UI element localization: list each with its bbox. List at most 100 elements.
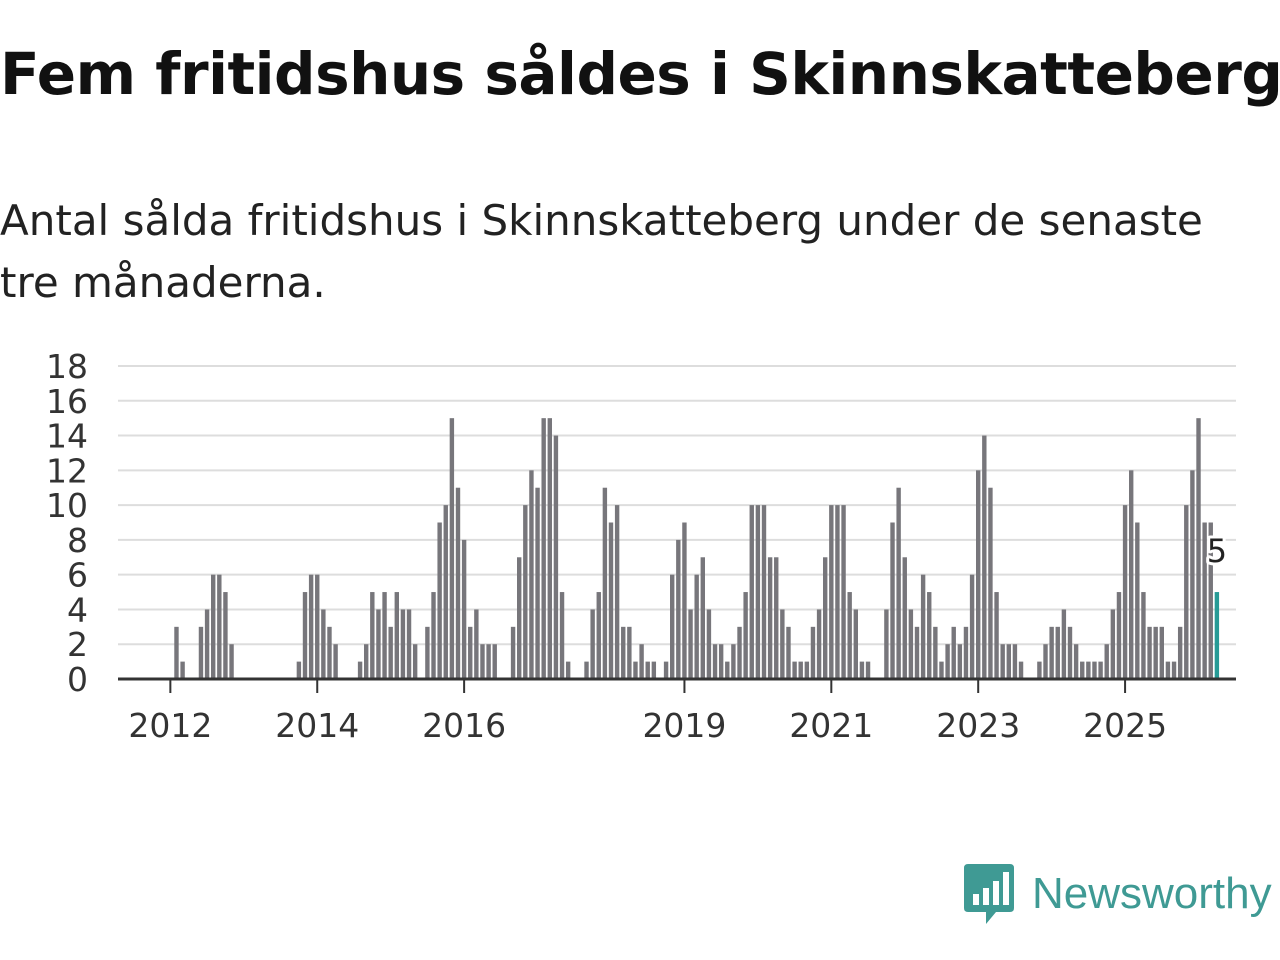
bar (1190, 470, 1195, 679)
bar (786, 626, 791, 679)
bar (198, 626, 204, 679)
bar (364, 644, 369, 679)
bar (1018, 661, 1024, 679)
bar (614, 505, 620, 679)
bar (914, 626, 920, 679)
bar (217, 574, 222, 679)
bar (1122, 505, 1128, 679)
highlighted-bar (1214, 592, 1220, 679)
y-tick-label: 12 (46, 451, 88, 490)
bar (896, 487, 901, 679)
bar (755, 505, 761, 679)
bar (890, 522, 895, 679)
bar (676, 539, 681, 679)
x-tick-label: 2023 (936, 706, 1020, 745)
bar (174, 626, 179, 679)
bar (223, 592, 228, 679)
bar (370, 592, 375, 679)
bar (1080, 661, 1085, 679)
bar (792, 661, 797, 679)
bar (994, 592, 999, 679)
bar (712, 644, 718, 679)
bar (388, 626, 393, 679)
bar (927, 592, 932, 679)
bar (517, 557, 522, 679)
bar (308, 574, 314, 679)
bar (480, 644, 485, 679)
bar (1129, 470, 1134, 679)
bar (492, 644, 497, 679)
bar (1061, 609, 1067, 679)
bar (688, 609, 693, 679)
brand-name: Newsworthy (1032, 869, 1272, 918)
bar (853, 609, 858, 679)
bar (400, 609, 406, 679)
bar (1104, 644, 1109, 679)
bar (1165, 661, 1171, 679)
bar (590, 609, 595, 679)
bar (296, 661, 302, 679)
bar (1055, 626, 1060, 679)
bar (749, 505, 754, 679)
bar (1202, 522, 1207, 679)
bar (1012, 644, 1018, 679)
bar (376, 609, 381, 679)
bar (645, 661, 650, 679)
x-tick-label: 2016 (422, 706, 506, 745)
bar (804, 661, 810, 679)
bar (976, 470, 981, 679)
bar (1141, 592, 1146, 679)
bar (602, 487, 608, 679)
bar (1006, 644, 1011, 679)
bar (767, 557, 773, 679)
bar (743, 592, 748, 679)
bar (663, 661, 669, 679)
bar (823, 557, 828, 679)
bar (486, 644, 491, 679)
bar (670, 574, 675, 679)
bar (700, 557, 705, 679)
bar (1147, 626, 1152, 679)
y-tick-label: 14 (46, 417, 88, 456)
bar (780, 609, 785, 679)
x-tick-label: 2021 (789, 706, 873, 745)
bar (651, 661, 657, 679)
bar (761, 505, 767, 679)
bar (1073, 644, 1079, 679)
bar (706, 609, 712, 679)
x-tick-label: 2014 (275, 706, 359, 745)
bar (951, 626, 956, 679)
bar (1037, 661, 1042, 679)
bar (841, 505, 846, 679)
bar (1159, 626, 1164, 679)
bar (859, 661, 865, 679)
bar (694, 574, 699, 679)
bar (1153, 626, 1158, 679)
bar (529, 470, 534, 679)
bar (835, 505, 840, 679)
bar (584, 661, 589, 679)
bar (908, 609, 914, 679)
bar (1116, 592, 1122, 679)
bar (565, 661, 571, 679)
bar (1196, 418, 1201, 679)
bar (535, 487, 540, 679)
bar (302, 592, 308, 679)
bar (437, 522, 442, 679)
bar (553, 435, 559, 679)
bar (682, 522, 687, 679)
bar (1208, 522, 1213, 679)
bar (639, 644, 644, 679)
bar (327, 626, 332, 679)
bar (1135, 522, 1140, 679)
bar (939, 661, 944, 679)
bar (180, 661, 185, 679)
bar (468, 626, 473, 679)
bar (627, 626, 632, 679)
bar (425, 626, 430, 679)
bar (1092, 661, 1097, 679)
y-tick-label: 10 (46, 486, 88, 525)
bar (357, 661, 363, 679)
y-tick-label: 6 (67, 556, 88, 595)
bar (884, 609, 889, 679)
